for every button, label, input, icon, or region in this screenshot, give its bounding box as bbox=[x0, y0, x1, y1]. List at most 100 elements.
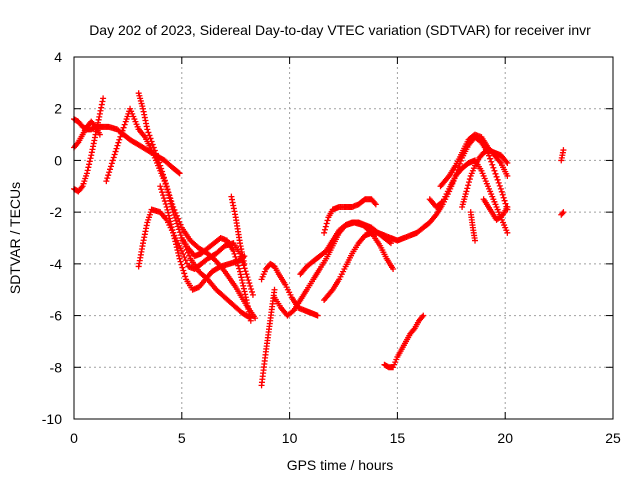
data-point bbox=[179, 264, 186, 271]
data-point bbox=[168, 224, 175, 231]
data-point bbox=[489, 161, 496, 168]
series-arc9 bbox=[178, 235, 254, 324]
data-point bbox=[100, 95, 107, 102]
data-point bbox=[157, 183, 164, 190]
data-point bbox=[465, 179, 472, 186]
data-point bbox=[74, 140, 81, 147]
data-point bbox=[234, 259, 241, 266]
data-point bbox=[175, 169, 182, 176]
data-point bbox=[323, 220, 330, 227]
data-point bbox=[420, 312, 427, 319]
data-point bbox=[162, 180, 169, 187]
data-point bbox=[321, 226, 328, 233]
data-point bbox=[243, 271, 250, 278]
data-point bbox=[230, 247, 237, 254]
data-point bbox=[488, 158, 495, 165]
data-point bbox=[176, 255, 183, 262]
y-tick-label: -10 bbox=[42, 411, 62, 427]
data-point bbox=[432, 213, 439, 220]
data-point bbox=[163, 183, 170, 190]
x-tick-label: 15 bbox=[390, 430, 406, 446]
data-point bbox=[463, 188, 470, 195]
series-arc3 bbox=[71, 118, 103, 151]
data-point bbox=[181, 254, 188, 261]
data-point bbox=[160, 195, 167, 202]
data-point bbox=[168, 198, 175, 205]
data-point bbox=[111, 151, 118, 158]
data-point bbox=[173, 212, 180, 219]
series-arc25 bbox=[558, 209, 567, 218]
data-point bbox=[170, 229, 177, 236]
data-point bbox=[504, 203, 511, 210]
data-point bbox=[165, 212, 172, 219]
data-point bbox=[170, 232, 177, 239]
data-point bbox=[504, 229, 511, 236]
data-point bbox=[496, 158, 503, 165]
data-point bbox=[104, 175, 111, 182]
x-tick-label: 10 bbox=[282, 430, 298, 446]
data-point bbox=[172, 209, 179, 216]
data-point bbox=[164, 186, 171, 193]
data-point bbox=[249, 291, 256, 298]
data-point bbox=[145, 129, 152, 136]
data-point bbox=[165, 209, 172, 216]
data-point bbox=[169, 226, 176, 233]
data-point bbox=[464, 185, 471, 192]
data-point bbox=[161, 198, 168, 205]
data-point bbox=[87, 155, 94, 162]
data-point bbox=[115, 139, 122, 146]
data-point bbox=[160, 192, 167, 199]
data-point bbox=[118, 130, 125, 137]
data-point bbox=[504, 172, 511, 179]
data-point bbox=[560, 147, 567, 154]
data-point bbox=[109, 157, 116, 164]
data-point bbox=[176, 170, 183, 177]
data-point bbox=[247, 283, 254, 290]
data-point bbox=[113, 145, 120, 152]
data-point bbox=[249, 288, 256, 295]
data-point bbox=[164, 206, 171, 213]
data-point bbox=[180, 251, 187, 258]
data-point bbox=[503, 158, 510, 165]
data-point bbox=[169, 201, 176, 208]
data-point bbox=[103, 178, 110, 185]
plot-frame bbox=[73, 56, 614, 420]
series-arc6 bbox=[135, 126, 259, 322]
x-axis-label: GPS time / hours bbox=[287, 457, 394, 473]
data-point bbox=[501, 197, 508, 204]
data-point bbox=[486, 152, 493, 159]
series-arc12 bbox=[258, 286, 278, 389]
data-point bbox=[492, 170, 499, 177]
data-point bbox=[178, 247, 185, 254]
data-point bbox=[108, 160, 115, 167]
data-point bbox=[84, 167, 91, 174]
data-point bbox=[146, 132, 153, 139]
data-point bbox=[493, 173, 500, 180]
series-arc21 bbox=[459, 147, 511, 210]
data-point bbox=[165, 189, 172, 196]
data-point bbox=[91, 122, 98, 129]
data-point bbox=[121, 121, 128, 128]
data-point bbox=[163, 203, 170, 210]
data-point bbox=[248, 285, 255, 292]
data-point bbox=[390, 266, 397, 273]
data-point bbox=[387, 240, 394, 247]
series-arc10 bbox=[228, 193, 248, 267]
chart-title: Day 202 of 2023, Sidereal Day-to-day VTE… bbox=[89, 22, 591, 38]
data-point bbox=[328, 288, 335, 295]
data-point bbox=[162, 201, 169, 208]
series-arc19 bbox=[426, 157, 511, 236]
series-arc15 bbox=[321, 229, 420, 304]
data-point bbox=[110, 154, 117, 161]
data-point bbox=[371, 200, 378, 207]
data-point bbox=[246, 280, 253, 287]
data-point bbox=[161, 178, 168, 185]
y-tick-label: -6 bbox=[50, 308, 63, 324]
data-point bbox=[120, 124, 127, 131]
data-point bbox=[174, 247, 181, 254]
data-point bbox=[472, 237, 479, 244]
ticks bbox=[73, 56, 614, 420]
data-point bbox=[496, 182, 503, 189]
data-point bbox=[96, 131, 103, 138]
